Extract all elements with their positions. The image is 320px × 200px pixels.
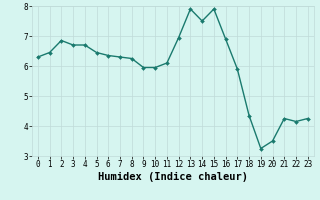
X-axis label: Humidex (Indice chaleur): Humidex (Indice chaleur)	[98, 172, 248, 182]
